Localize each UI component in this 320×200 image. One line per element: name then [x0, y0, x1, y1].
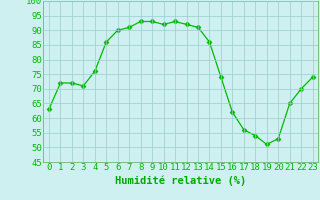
X-axis label: Humidité relative (%): Humidité relative (%) [115, 175, 246, 186]
